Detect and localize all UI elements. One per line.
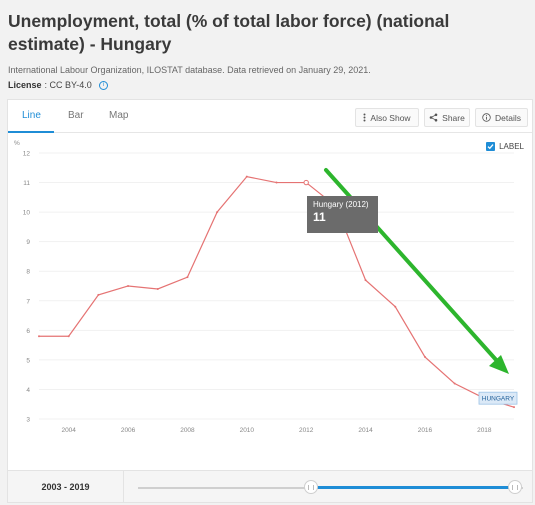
active-tab-indicator bbox=[8, 131, 54, 133]
data-point bbox=[97, 293, 100, 296]
series-end-label-box bbox=[478, 391, 518, 405]
x-tick-label: 2004 bbox=[61, 427, 76, 434]
range-slider-end-handle[interactable] bbox=[508, 480, 522, 494]
share-button[interactable]: Share bbox=[424, 108, 470, 127]
label-toggle-text: LABEL bbox=[499, 142, 524, 151]
y-tick-label: 4 bbox=[26, 387, 30, 394]
x-tick-label: 2006 bbox=[121, 427, 136, 434]
data-source: International Labour Organization, ILOST… bbox=[8, 65, 371, 75]
y-tick-label: 7 bbox=[26, 298, 30, 305]
also-show-button[interactable]: Also Show bbox=[355, 108, 419, 127]
data-point bbox=[275, 181, 278, 184]
share-icon bbox=[429, 113, 438, 122]
data-point bbox=[394, 305, 397, 308]
x-tick-label: 2010 bbox=[240, 427, 255, 434]
data-point bbox=[364, 279, 367, 282]
details-label: Details bbox=[495, 112, 521, 123]
data-point bbox=[423, 355, 426, 358]
chart-series: HUNGARY bbox=[38, 175, 518, 409]
y-tick-label: 3 bbox=[26, 417, 30, 424]
highlighted-point bbox=[303, 179, 309, 186]
info-circle-icon bbox=[482, 113, 491, 122]
tooltip-series-name: Hungary (2012) bbox=[313, 200, 369, 209]
y-tick-label: 11 bbox=[23, 180, 30, 187]
also-show-label: Also Show bbox=[370, 112, 411, 123]
license-value: : CC BY-4.0 bbox=[44, 80, 92, 90]
range-slider-start-handle[interactable] bbox=[304, 480, 318, 494]
data-point bbox=[38, 335, 40, 338]
data-point bbox=[156, 287, 159, 290]
details-button[interactable]: Details bbox=[475, 108, 528, 127]
y-tick-label: 12 bbox=[23, 151, 31, 158]
data-point bbox=[513, 406, 515, 409]
y-tick-label: 5 bbox=[26, 357, 30, 364]
x-tick-label: 2014 bbox=[358, 427, 373, 434]
x-tick-label: 2016 bbox=[418, 427, 433, 434]
annotation-arrow-head bbox=[489, 355, 509, 374]
license-label: License bbox=[8, 80, 42, 90]
chart-axes: 3 4 5 6 7 8 9 10 11 12% 2004 2006 2008 2010 2012 2014 20… bbox=[14, 140, 492, 434]
page-title: Unemployment, total (% of total labor fo… bbox=[8, 11, 450, 54]
share-label: Share bbox=[442, 112, 465, 123]
y-axis-unit-label: % bbox=[14, 140, 20, 147]
more-vertical-icon bbox=[363, 113, 366, 122]
data-point bbox=[127, 285, 130, 287]
y-tick-label: 9 bbox=[26, 239, 30, 246]
chart-tabs: Line Bar Map Also Show Share Details bbox=[8, 100, 532, 133]
data-point bbox=[186, 276, 189, 279]
series-end-label: HUNGARY bbox=[482, 396, 515, 403]
tooltip-value: 11 bbox=[313, 210, 326, 224]
y-tick-label: 6 bbox=[26, 328, 30, 335]
license: License : CC BY-4.0 i bbox=[8, 80, 108, 90]
chart-grid bbox=[39, 152, 514, 420]
data-point bbox=[67, 335, 70, 338]
tab-map[interactable]: Map bbox=[109, 110, 129, 121]
series-line-hungary bbox=[39, 175, 515, 408]
data-point bbox=[245, 175, 248, 178]
x-tick-label: 2008 bbox=[180, 427, 195, 434]
range-slider-selection bbox=[311, 486, 520, 489]
info-icon[interactable]: i bbox=[98, 80, 108, 90]
x-tick-label: 2012 bbox=[299, 427, 314, 434]
x-tick-label: 2018 bbox=[477, 427, 492, 434]
chart-tooltip: Hungary (2012) 11 bbox=[307, 196, 378, 233]
chart-card: Line Bar Map Also Show Share Details LAB… bbox=[7, 99, 533, 471]
y-tick-label: 10 bbox=[23, 210, 31, 217]
year-range-label: 2003 - 2019 bbox=[8, 471, 124, 503]
data-point bbox=[216, 211, 219, 214]
tab-bar[interactable]: Bar bbox=[68, 110, 84, 121]
label-toggle[interactable]: LABEL bbox=[486, 142, 524, 151]
tab-line[interactable]: Line bbox=[22, 110, 41, 121]
label-checkbox[interactable] bbox=[486, 142, 496, 151]
range-footer: 2003 - 2019 bbox=[7, 471, 533, 503]
data-point bbox=[453, 382, 456, 385]
y-tick-label: 8 bbox=[26, 269, 30, 276]
